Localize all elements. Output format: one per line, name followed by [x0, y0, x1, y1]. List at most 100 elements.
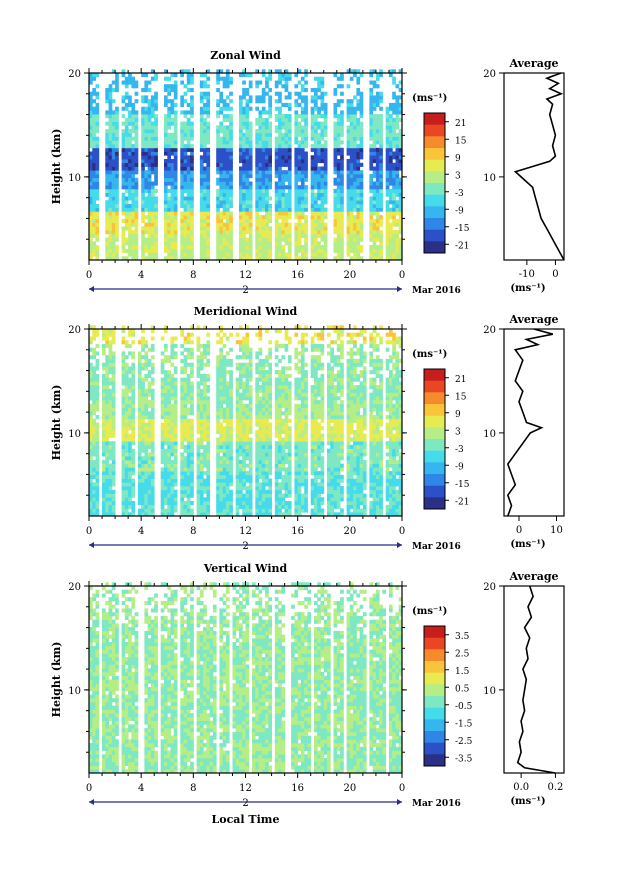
- heatmap-cell: [134, 215, 139, 220]
- heatmap-cell: [245, 444, 250, 449]
- x-tick-label: 20: [343, 270, 356, 281]
- heatmap-cell: [144, 340, 149, 345]
- heatmap-cell: [222, 174, 227, 179]
- heatmap-cell: [229, 256, 233, 261]
- heatmap-cell: [102, 407, 106, 412]
- heatmap-cell: [375, 185, 380, 190]
- heatmap-cell: [294, 110, 299, 115]
- heatmap-cell: [190, 456, 194, 461]
- heatmap-cell: [134, 226, 139, 231]
- heatmap-cell: [167, 207, 171, 212]
- heatmap-cell: [111, 248, 116, 253]
- heatmap-cell: [170, 132, 175, 137]
- heatmap-cell: [258, 396, 263, 401]
- heatmap-cell: [255, 245, 259, 250]
- heatmap-cell: [167, 407, 171, 412]
- heatmap-cell: [340, 181, 344, 186]
- heatmap-cell: [353, 196, 357, 201]
- heatmap-cell: [278, 174, 282, 179]
- heatmap-cell: [150, 170, 155, 175]
- heatmap-cell: [95, 508, 100, 513]
- heatmap-cell: [349, 241, 354, 246]
- heatmap-cell: [389, 256, 393, 261]
- heatmap-cell: [294, 162, 299, 167]
- heatmap-cell: [229, 400, 233, 405]
- heatmap-cell: [141, 121, 145, 126]
- heatmap-cell: [144, 248, 149, 253]
- heatmap-cell: [108, 452, 113, 457]
- heatmap-cell: [235, 508, 240, 513]
- heatmap-cell: [108, 347, 113, 352]
- heatmap-cell: [225, 437, 230, 442]
- heatmap-cell: [287, 155, 292, 160]
- heatmap-cell: [150, 166, 155, 171]
- heatmap-cell: [239, 155, 243, 160]
- heatmap-cell: [317, 114, 321, 119]
- heatmap-cell: [225, 388, 230, 393]
- heatmap-cell: [141, 362, 145, 367]
- heatmap-cell: [128, 351, 132, 356]
- heatmap-cell: [235, 433, 240, 438]
- heatmap-cell: [89, 486, 93, 491]
- heatmap-cell: [108, 196, 113, 201]
- heatmap-cell: [190, 355, 194, 360]
- heatmap-cell: [353, 256, 357, 261]
- heatmap-cell: [304, 88, 308, 93]
- heatmap-cell: [131, 489, 136, 494]
- heatmap-cell: [349, 140, 354, 145]
- heatmap-cell: [89, 151, 93, 156]
- heatmap-cell: [150, 504, 155, 509]
- heatmap-cell: [353, 245, 357, 250]
- heatmap-cell: [219, 181, 224, 186]
- heatmap-cell: [186, 467, 191, 472]
- heatmap-cell: [190, 474, 194, 479]
- heatmap-cell: [131, 233, 136, 238]
- heatmap-cell: [141, 73, 145, 78]
- heatmap-cell: [89, 355, 93, 360]
- heatmap-cell: [219, 373, 224, 378]
- heatmap-cell: [278, 125, 282, 130]
- heatmap-cell: [235, 422, 240, 427]
- heatmap-cell: [190, 203, 194, 208]
- heatmap-cell: [294, 177, 299, 182]
- heatmap-cell: [245, 110, 250, 115]
- heatmap-cell: [369, 181, 374, 186]
- heatmap-cell: [144, 504, 149, 509]
- heatmap-cell: [258, 411, 263, 416]
- heatmap-cell: [154, 245, 158, 250]
- heatmap-cell: [245, 463, 250, 468]
- heatmap-cell: [170, 245, 175, 250]
- heatmap-cell: [196, 486, 201, 491]
- heatmap-cell: [131, 456, 136, 461]
- heatmap-cell: [395, 106, 400, 111]
- heatmap-cell: [92, 222, 96, 227]
- heatmap-cell: [274, 245, 279, 250]
- heatmap-cell: [349, 196, 354, 201]
- heatmap-cell: [150, 147, 155, 152]
- heatmap-cell: [150, 497, 155, 502]
- heatmap-cell: [314, 218, 318, 223]
- heatmap-cell: [150, 207, 155, 212]
- heatmap-cell: [92, 192, 96, 197]
- heatmap-cell: [216, 211, 220, 216]
- heatmap-cell: [203, 407, 207, 412]
- heatmap-cell: [225, 69, 230, 74]
- heatmap-cell: [245, 88, 250, 93]
- heatmap-cell: [300, 95, 305, 100]
- heatmap-cell: [287, 166, 292, 171]
- heatmap-cell: [173, 392, 178, 397]
- heatmap-cell: [274, 181, 279, 186]
- heatmap-cell: [173, 73, 178, 78]
- heatmap-cell: [274, 159, 279, 164]
- heatmap-cell: [150, 467, 155, 472]
- heatmap-cell: [183, 69, 188, 74]
- heatmap-cell: [199, 351, 204, 356]
- heatmap-cell: [349, 155, 354, 160]
- heatmap-cell: [323, 114, 328, 119]
- heatmap-cell: [284, 76, 289, 81]
- heatmap-cell: [239, 215, 243, 220]
- heatmap-cell: [225, 162, 230, 167]
- heatmap-cell: [141, 200, 145, 205]
- heatmap-cell: [235, 456, 240, 461]
- heatmap-cell: [203, 230, 207, 235]
